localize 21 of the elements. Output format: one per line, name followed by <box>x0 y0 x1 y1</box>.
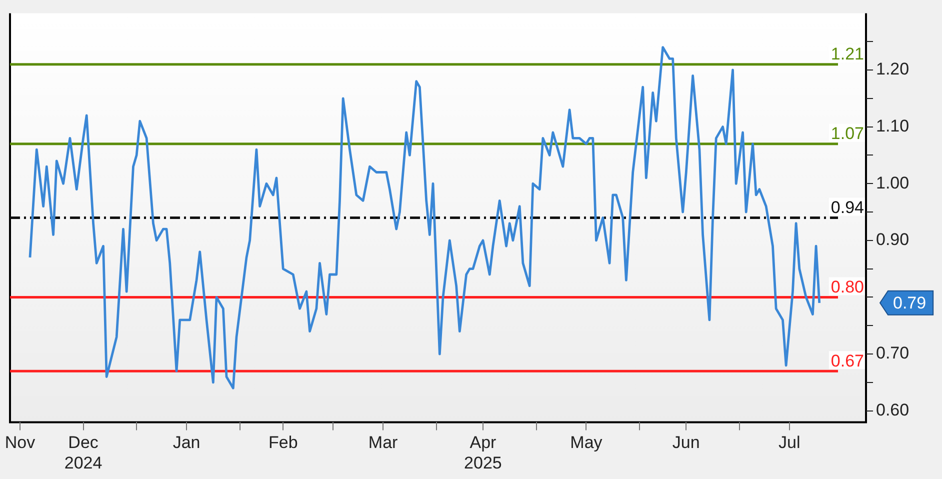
y-tick-label: 1.10 <box>876 116 910 136</box>
x-tick-label: Mar <box>368 433 398 452</box>
x-tick-label: Jun <box>672 433 700 452</box>
x-tick-label: Nov <box>4 433 36 452</box>
y-tick-label: 0.70 <box>876 344 910 363</box>
y-tick-label: 1.00 <box>876 173 910 192</box>
x-tick-label: Dec 2024 <box>64 433 102 472</box>
x-tick-label: Jan <box>172 433 200 452</box>
y-tick-label: 1.20 <box>876 60 910 79</box>
x-tick-label: Feb <box>268 433 298 452</box>
y-tick-label: 0.90 <box>876 230 910 250</box>
ref-line-label: 1.07 <box>830 124 864 144</box>
ref-line-label: 0.80 <box>830 277 864 296</box>
y-tick-label: 0.60 <box>876 400 910 420</box>
ref-line-label: 0.67 <box>830 351 864 370</box>
x-tick-label: Apr 2025 <box>464 433 502 472</box>
text: 0.79 <box>893 294 926 313</box>
x-tick-label: Jul <box>778 433 800 452</box>
x-tick-label: May <box>570 433 603 452</box>
ref-line-label: 0.94 <box>830 198 864 217</box>
ref-line-label: 1.21 <box>830 44 864 64</box>
